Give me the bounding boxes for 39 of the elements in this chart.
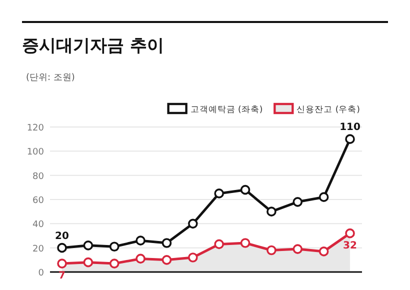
y-tick-label: 120 (26, 124, 44, 134)
point (318, 246, 329, 256)
point (266, 206, 276, 216)
point (240, 184, 250, 195)
y-tick-label: 100 (26, 148, 44, 158)
point (345, 228, 355, 238)
point (345, 134, 355, 144)
data-label: 7 (58, 270, 66, 282)
data-label: 110 (340, 122, 360, 134)
point (109, 242, 120, 252)
point (57, 258, 67, 268)
chart-title: 증시대기자금 추이 (22, 36, 164, 56)
point (266, 245, 276, 256)
point (57, 242, 67, 253)
y-tick-label: 60 (32, 196, 44, 206)
point (292, 197, 303, 207)
y-tick-label: 80 (32, 172, 44, 182)
y-tick-label: 40 (32, 220, 44, 230)
point (162, 255, 172, 265)
point (292, 244, 303, 254)
point (83, 257, 94, 268)
legend-label: 고객예탁금 (좌축) (190, 105, 263, 115)
point (109, 258, 120, 268)
point (83, 240, 94, 250)
point (214, 239, 224, 250)
point (188, 218, 198, 229)
point (214, 188, 224, 198)
data-label: 20 (55, 230, 69, 242)
point (136, 254, 146, 264)
point (162, 238, 172, 248)
point (240, 238, 250, 248)
point (318, 192, 329, 202)
legend-label: 신용잔고 (우축) (296, 105, 360, 115)
point (136, 236, 146, 246)
chart-subtitle: (단위: 조원) (26, 73, 75, 83)
y-tick-label: 0 (38, 268, 44, 278)
data-label: 32 (343, 240, 357, 252)
point (188, 252, 198, 262)
y-tick-label: 20 (32, 244, 44, 254)
